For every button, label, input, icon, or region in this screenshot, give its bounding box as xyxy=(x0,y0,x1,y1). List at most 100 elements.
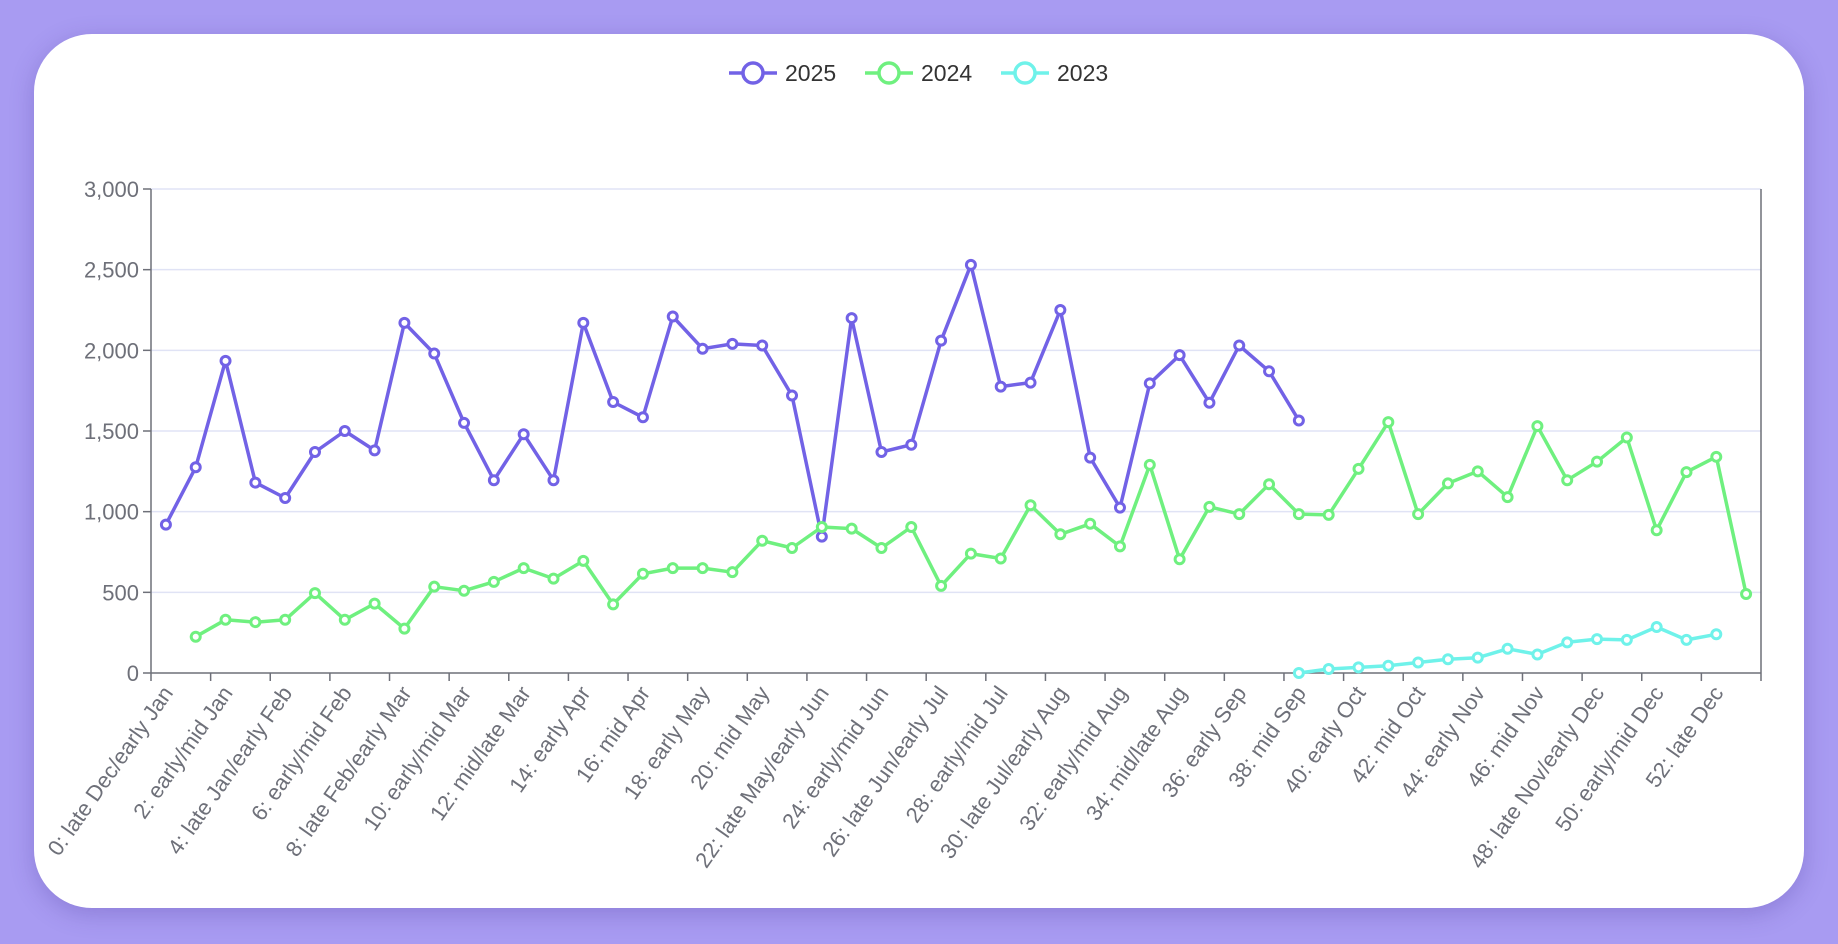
data-point[interactable] xyxy=(1084,451,1097,464)
data-point[interactable] xyxy=(1233,339,1246,352)
data-point[interactable] xyxy=(994,552,1007,565)
data-point[interactable] xyxy=(1471,465,1484,478)
data-point[interactable] xyxy=(875,445,888,458)
data-point[interactable] xyxy=(1143,377,1156,390)
data-point[interactable] xyxy=(219,613,232,626)
data-point[interactable] xyxy=(338,613,351,626)
data-point[interactable] xyxy=(1471,651,1484,664)
data-point[interactable] xyxy=(1054,528,1067,541)
legend-item-2023[interactable]: 2023 xyxy=(1001,60,1108,86)
data-point[interactable] xyxy=(1650,524,1663,537)
data-point[interactable] xyxy=(726,337,739,350)
data-point[interactable] xyxy=(1352,661,1365,674)
data-point[interactable] xyxy=(845,312,858,325)
data-point[interactable] xyxy=(1352,462,1365,475)
data-point[interactable] xyxy=(935,579,948,592)
data-point[interactable] xyxy=(308,587,321,600)
data-point[interactable] xyxy=(636,411,649,424)
data-point[interactable] xyxy=(994,380,1007,393)
data-point[interactable] xyxy=(1441,477,1454,490)
data-point[interactable] xyxy=(696,342,709,355)
data-point[interactable] xyxy=(1263,478,1276,491)
data-point[interactable] xyxy=(547,474,560,487)
data-point[interactable] xyxy=(398,622,411,635)
data-point[interactable] xyxy=(458,584,471,597)
data-point[interactable] xyxy=(1501,491,1514,504)
data-point[interactable] xyxy=(607,598,620,611)
data-point[interactable] xyxy=(1412,656,1425,669)
data-point[interactable] xyxy=(1382,659,1395,672)
data-point[interactable] xyxy=(905,520,918,533)
data-point[interactable] xyxy=(1531,648,1544,661)
data-point[interactable] xyxy=(308,445,321,458)
data-point[interactable] xyxy=(1024,499,1037,512)
data-point[interactable] xyxy=(1113,540,1126,553)
data-point[interactable] xyxy=(189,461,202,474)
legend-item-2025[interactable]: 2025 xyxy=(729,60,836,86)
data-point[interactable] xyxy=(875,541,888,554)
data-point[interactable] xyxy=(1620,431,1633,444)
data-point[interactable] xyxy=(1292,667,1305,679)
data-point[interactable] xyxy=(815,520,828,533)
data-point[interactable] xyxy=(249,616,262,629)
data-point[interactable] xyxy=(1292,414,1305,427)
data-point[interactable] xyxy=(517,562,530,575)
legend-item-2024[interactable]: 2024 xyxy=(865,60,972,86)
data-point[interactable] xyxy=(1292,508,1305,521)
data-point[interactable] xyxy=(1233,508,1246,521)
data-point[interactable] xyxy=(1263,365,1276,378)
data-point[interactable] xyxy=(964,258,977,271)
data-point[interactable] xyxy=(189,630,202,643)
data-point[interactable] xyxy=(428,347,441,360)
data-point[interactable] xyxy=(666,310,679,323)
data-point[interactable] xyxy=(1561,636,1574,649)
data-point[interactable] xyxy=(398,316,411,329)
data-point[interactable] xyxy=(726,566,739,579)
data-point[interactable] xyxy=(696,562,709,575)
data-point[interactable] xyxy=(368,444,381,457)
data-point[interactable] xyxy=(1143,458,1156,471)
data-point[interactable] xyxy=(786,541,799,554)
data-point[interactable] xyxy=(935,334,948,347)
data-point[interactable] xyxy=(1113,501,1126,514)
data-point[interactable] xyxy=(756,339,769,352)
data-point[interactable] xyxy=(487,474,500,487)
data-point[interactable] xyxy=(1441,653,1454,666)
data-point[interactable] xyxy=(1173,349,1186,362)
data-point[interactable] xyxy=(1412,508,1425,521)
data-point[interactable] xyxy=(786,389,799,402)
data-point[interactable] xyxy=(607,395,620,408)
data-point[interactable] xyxy=(1084,517,1097,530)
data-point[interactable] xyxy=(905,438,918,451)
data-point[interactable] xyxy=(1680,466,1693,479)
data-point[interactable] xyxy=(577,316,590,329)
data-point[interactable] xyxy=(1501,642,1514,655)
data-point[interactable] xyxy=(636,567,649,580)
data-point[interactable] xyxy=(1680,633,1693,646)
data-point[interactable] xyxy=(1203,500,1216,513)
data-point[interactable] xyxy=(159,518,172,531)
data-point[interactable] xyxy=(487,575,500,588)
data-point[interactable] xyxy=(756,534,769,547)
data-point[interactable] xyxy=(666,562,679,575)
data-point[interactable] xyxy=(1054,304,1067,316)
data-point[interactable] xyxy=(1203,396,1216,409)
data-point[interactable] xyxy=(1382,416,1395,429)
data-point[interactable] xyxy=(279,491,292,504)
data-point[interactable] xyxy=(1650,621,1663,634)
data-point[interactable] xyxy=(577,554,590,567)
data-point[interactable] xyxy=(249,476,262,489)
data-point[interactable] xyxy=(1591,455,1604,468)
data-point[interactable] xyxy=(547,572,560,585)
data-point[interactable] xyxy=(1173,553,1186,566)
data-point[interactable] xyxy=(1591,633,1604,646)
data-point[interactable] xyxy=(428,580,441,593)
data-point[interactable] xyxy=(845,522,858,535)
data-point[interactable] xyxy=(815,530,828,543)
data-point[interactable] xyxy=(458,416,471,429)
data-point[interactable] xyxy=(964,547,977,560)
data-point[interactable] xyxy=(1710,628,1723,641)
data-point[interactable] xyxy=(1322,662,1335,675)
data-point[interactable] xyxy=(1024,376,1037,389)
data-point[interactable] xyxy=(368,597,381,610)
